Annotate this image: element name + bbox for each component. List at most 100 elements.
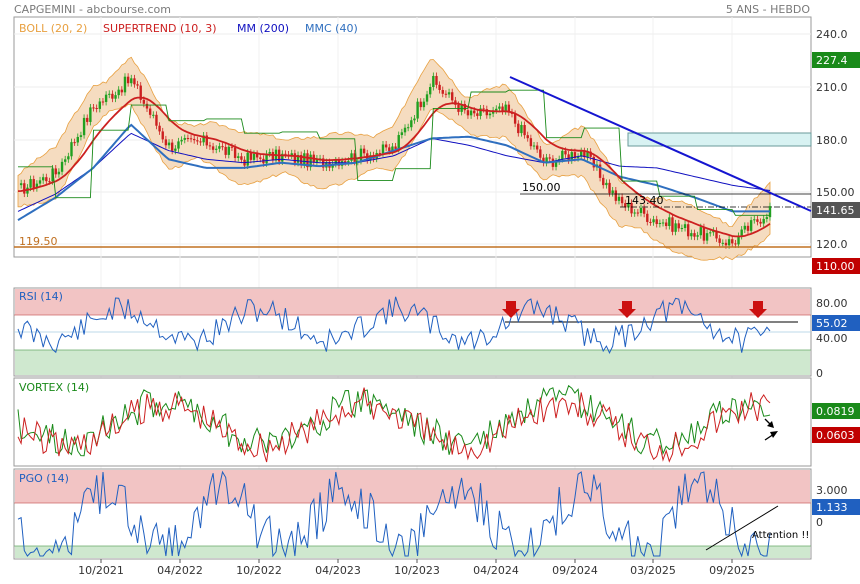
price-candle	[463, 100, 466, 114]
price-candle	[202, 132, 205, 146]
price-candle	[111, 90, 114, 103]
price-candle	[400, 128, 404, 139]
price-candle	[642, 204, 646, 218]
rsi-ytick-0: 0	[816, 367, 823, 380]
price-candle	[334, 156, 337, 168]
price-ytick-120: 120.0	[816, 238, 848, 251]
price-candle	[520, 121, 523, 137]
price-ytick-240: 240.0	[816, 28, 848, 41]
x-tick-label: 10/2023	[394, 564, 440, 577]
price-candle	[416, 98, 419, 123]
price-candle	[19, 179, 23, 189]
price-candle	[545, 153, 548, 167]
chart-header-period: 5 ANS - HEBDO	[726, 3, 810, 16]
price-candle	[718, 234, 721, 247]
pgo-trendline	[705, 505, 779, 551]
price-candle	[598, 161, 602, 182]
price-candle	[384, 141, 388, 151]
pgo-legend: PGO (14)	[19, 472, 69, 485]
price-candle	[152, 111, 155, 119]
price-candle	[630, 199, 633, 217]
price-candle	[145, 100, 149, 112]
x-tick-label: 10/2021	[78, 564, 124, 577]
price-candle	[104, 91, 108, 106]
price-candle	[602, 174, 605, 189]
price-candle	[35, 180, 39, 192]
price-candle	[620, 193, 624, 207]
price-candle	[63, 155, 67, 166]
price-candle	[759, 218, 762, 228]
price-candle	[624, 199, 627, 211]
price-candle	[495, 105, 498, 114]
price-candle	[73, 138, 76, 146]
price-candle	[469, 107, 473, 119]
x-axis: 10/2021 04/2022 10/2022 04/2023 10/2023 04/20…	[78, 559, 755, 577]
price-candle	[189, 134, 193, 143]
price-candle	[126, 73, 130, 87]
x-tick-label: 03/2025	[630, 564, 676, 577]
price-candle	[712, 227, 715, 236]
legend-mmc: MMC (40)	[305, 22, 358, 35]
price-resistance-zone	[627, 132, 812, 147]
price-candle	[507, 101, 511, 116]
pivot-label: 143.40	[625, 194, 664, 207]
price-candle	[749, 216, 753, 235]
price-candle	[180, 136, 183, 145]
price-candle	[410, 116, 413, 131]
price-candle	[680, 224, 684, 232]
rsi-arrow-3	[749, 301, 767, 318]
price-candle	[208, 141, 212, 150]
price-candle	[199, 137, 202, 146]
rsi-ytick-40: 40.00	[816, 332, 848, 345]
price-candle	[539, 145, 542, 162]
price-candle	[460, 100, 463, 116]
price-candle	[193, 135, 196, 144]
x-tick-label: 10/2022	[236, 564, 282, 577]
price-candle	[561, 147, 564, 163]
price-candle	[756, 215, 759, 226]
price-candle	[501, 103, 504, 115]
price-candle	[617, 193, 621, 205]
price-candle	[639, 204, 643, 217]
price-candle	[211, 142, 215, 154]
price-candle	[215, 145, 218, 154]
price-candle	[167, 139, 171, 149]
vortex-panel: VORTEX (14)	[13, 377, 812, 467]
price-candle	[117, 86, 120, 99]
price-candle	[148, 105, 152, 119]
price-candle	[120, 86, 124, 96]
price-candle	[529, 134, 533, 150]
price-candle	[419, 98, 422, 111]
price-candle	[633, 209, 636, 217]
pgo-ytick-3: 3.000	[816, 484, 848, 497]
price-candle	[570, 148, 573, 164]
price-candle	[406, 123, 410, 132]
price-candle	[664, 219, 668, 230]
price-candle	[133, 74, 136, 88]
vortex-arrows	[764, 418, 778, 441]
price-candle	[224, 143, 227, 159]
price-candle	[567, 150, 570, 164]
price-candle	[114, 91, 117, 103]
price-candle	[686, 220, 690, 240]
x-tick-label: 09/2024	[552, 564, 598, 577]
price-candle	[315, 154, 319, 166]
price-candle	[605, 179, 608, 189]
price-candle	[661, 219, 665, 227]
price-candle	[271, 148, 275, 164]
price-candle	[652, 215, 655, 226]
price-candle	[174, 145, 177, 155]
price-candle	[161, 127, 164, 143]
x-tick-label: 04/2023	[315, 564, 361, 577]
price-candle	[677, 219, 680, 232]
price-candle	[82, 114, 86, 139]
price-candle	[41, 173, 45, 184]
price-candle	[130, 74, 133, 87]
vortex-minus-series	[17, 387, 771, 463]
price-candle	[57, 168, 61, 178]
price-candle	[646, 210, 649, 226]
badge-high: 227.4	[816, 54, 848, 67]
price-candle	[268, 148, 271, 158]
chart-header-title: CAPGEMINI - abcbourse.com	[14, 3, 171, 16]
price-candle	[155, 111, 158, 130]
